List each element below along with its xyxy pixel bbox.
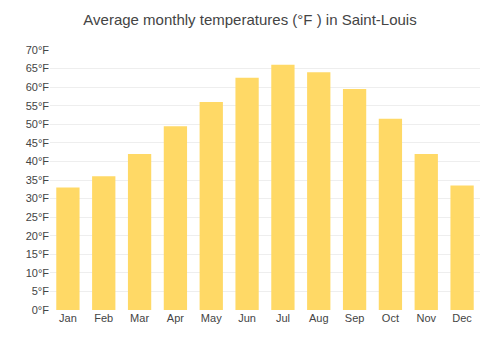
svg-text:65°F: 65°F [26,62,50,74]
svg-text:Apr: Apr [167,312,184,324]
svg-text:25°F: 25°F [26,211,50,223]
svg-text:Average monthly temperatures (: Average monthly temperatures (°F ) in Sa… [83,11,416,28]
svg-text:70°F: 70°F [26,44,50,56]
svg-text:Jun: Jun [238,312,256,324]
svg-text:Mar: Mar [130,312,149,324]
svg-text:60°F: 60°F [26,81,50,93]
svg-text:5°F: 5°F [32,285,50,297]
svg-text:May: May [201,312,222,324]
svg-text:35°F: 35°F [26,174,50,186]
svg-text:Jan: Jan [59,312,77,324]
svg-text:Dec: Dec [452,312,472,324]
svg-text:Feb: Feb [94,312,113,324]
svg-text:Jul: Jul [276,312,290,324]
svg-text:40°F: 40°F [26,155,50,167]
svg-text:10°F: 10°F [26,267,50,279]
svg-text:30°F: 30°F [26,192,50,204]
svg-text:Aug: Aug [309,312,329,324]
svg-text:55°F: 55°F [26,100,50,112]
svg-text:20°F: 20°F [26,230,50,242]
svg-text:Sep: Sep [345,312,365,324]
svg-text:Nov: Nov [416,312,436,324]
svg-text:45°F: 45°F [26,137,50,149]
svg-text:0°F: 0°F [32,304,50,316]
svg-text:15°F: 15°F [26,248,50,260]
svg-text:Oct: Oct [382,312,399,324]
svg-text:50°F: 50°F [26,118,50,130]
